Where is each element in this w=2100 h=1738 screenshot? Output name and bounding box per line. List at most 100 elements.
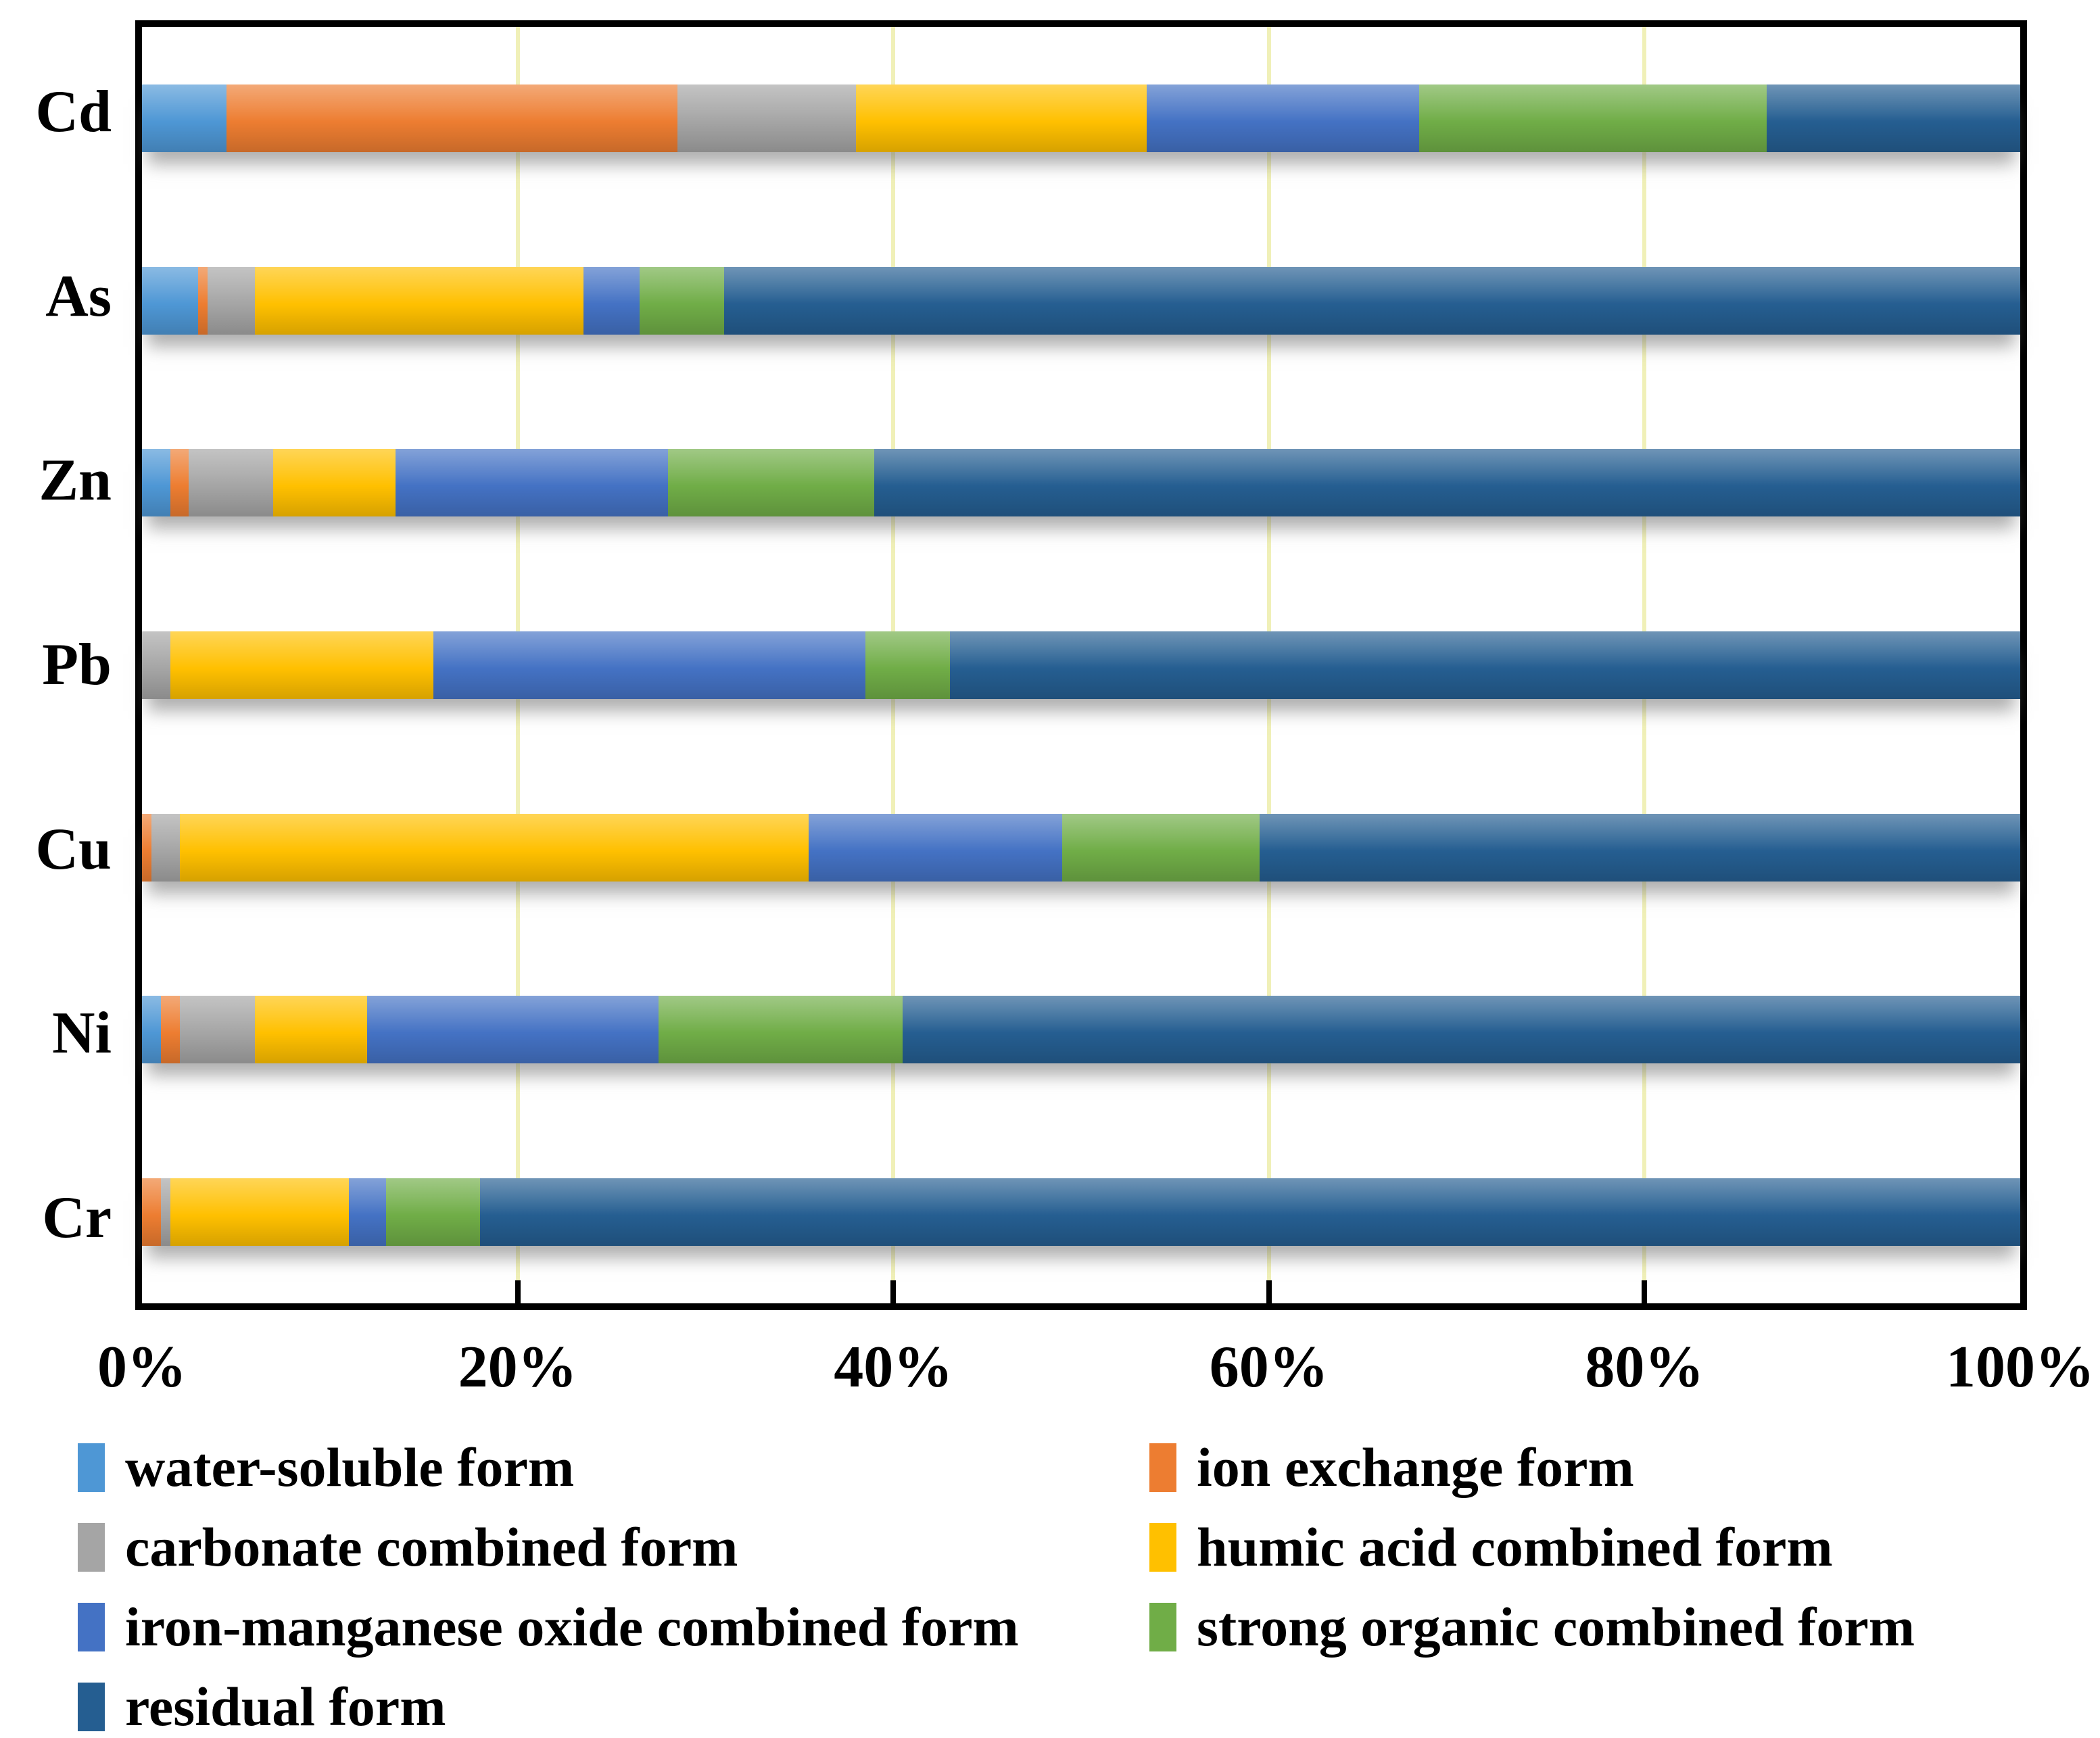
bar-segment — [142, 266, 199, 335]
bar-segment — [1062, 813, 1260, 882]
bar-segment — [395, 449, 668, 517]
legend-swatch — [78, 1603, 105, 1651]
category-label: Pb — [42, 631, 112, 698]
legend-label: humic acid combined form — [1197, 1516, 1833, 1578]
bar-segment — [170, 1178, 349, 1247]
category-label: As — [45, 263, 112, 329]
bar-segment — [903, 996, 2020, 1064]
bar-segment — [1419, 84, 1767, 152]
bar-track — [142, 449, 2020, 517]
bar-segment — [1259, 813, 2020, 882]
x-tick-label: 60% — [1209, 1334, 1329, 1400]
legend-swatch — [1149, 1523, 1176, 1572]
bar-segment — [874, 449, 2020, 517]
legend-label: ion exchange form — [1197, 1437, 1634, 1498]
bar-segment — [479, 1178, 2020, 1247]
bar-segment — [367, 996, 659, 1064]
bar-row-pb — [142, 631, 2020, 699]
x-tick-label: 80% — [1585, 1334, 1704, 1400]
x-tick-label: 0% — [97, 1334, 187, 1400]
bar-segment — [179, 996, 255, 1064]
legend-item: residual form — [78, 1671, 446, 1738]
bar-row-as — [142, 266, 2020, 335]
chart-legend: water-soluble form carbonate combined for… — [0, 1432, 2100, 1738]
category-label: Zn — [39, 448, 112, 514]
x-axis-tick — [1266, 1280, 1272, 1303]
bar-segment — [160, 1178, 170, 1247]
x-tick-label: 20% — [458, 1334, 577, 1400]
bar-segment — [949, 631, 2020, 699]
bar-segment — [254, 996, 368, 1064]
legend-item: strong organic combined form — [1149, 1591, 1915, 1663]
bar-segment — [179, 813, 809, 882]
bar-segment — [142, 813, 151, 882]
legend-item: iron-manganese oxide combined form — [78, 1591, 1019, 1663]
bar-segment — [433, 631, 865, 699]
bar-segment — [724, 266, 2020, 335]
legend-swatch — [78, 1683, 105, 1731]
legend-swatch — [78, 1443, 105, 1492]
bar-segment — [142, 1178, 161, 1247]
bar-row-cd — [142, 84, 2020, 152]
bar-segment — [348, 1178, 387, 1247]
bar-segment — [855, 84, 1147, 152]
bar-row-ni — [142, 996, 2020, 1064]
x-tick-label: 40% — [834, 1334, 953, 1400]
legend-label: strong organic combined form — [1197, 1596, 1915, 1658]
bar-segment — [1766, 84, 2020, 152]
bar-row-cr — [142, 1178, 2020, 1247]
bar-segment — [142, 449, 170, 517]
bar-track — [142, 266, 2020, 335]
bar-segment — [667, 449, 875, 517]
legend-swatch — [1149, 1603, 1176, 1651]
bar-segment — [677, 84, 856, 152]
x-tick-label: 100% — [1946, 1334, 2095, 1400]
x-axis-tick — [1642, 1280, 1648, 1303]
bar-row-cu — [142, 813, 2020, 882]
bar-segment — [658, 996, 903, 1064]
legend-label: iron-manganese oxide combined form — [125, 1596, 1019, 1658]
legend-item: ion exchange form — [1149, 1432, 1634, 1503]
bar-segment — [208, 266, 255, 335]
legend-label: water-soluble form — [125, 1437, 575, 1498]
bar-segment — [151, 813, 180, 882]
bar-segment — [198, 266, 208, 335]
bar-segment — [386, 1178, 480, 1247]
legend-item: carbonate combined form — [78, 1512, 738, 1583]
bar-segment — [273, 449, 396, 517]
bar-rows — [142, 27, 2020, 1303]
category-label: Cd — [35, 79, 112, 145]
x-axis-tick-labels: 0% 20% 40% 60% 80% 100% — [97, 1333, 2095, 1407]
bar-segment — [226, 84, 677, 152]
y-axis-category-labels: Cd As Zn Pb Cu Ni Cr — [0, 20, 112, 1310]
bar-track — [142, 996, 2020, 1064]
legend-label: residual form — [125, 1676, 446, 1737]
plot-area — [135, 20, 2027, 1310]
category-label: Cu — [35, 816, 112, 882]
bar-segment — [160, 996, 180, 1064]
legend-swatch — [78, 1523, 105, 1572]
bar-segment — [189, 449, 274, 517]
bar-segment — [254, 266, 583, 335]
bar-track — [142, 813, 2020, 882]
bar-segment — [170, 449, 189, 517]
bar-track — [142, 84, 2020, 152]
legend-swatch — [1149, 1443, 1176, 1492]
bar-segment — [809, 813, 1063, 882]
bar-segment — [142, 84, 226, 152]
bar-segment — [142, 996, 161, 1064]
bar-segment — [640, 266, 725, 335]
bar-track — [142, 1178, 2020, 1247]
category-label: Cr — [42, 1184, 112, 1251]
bar-segment — [170, 631, 433, 699]
bar-row-zn — [142, 449, 2020, 517]
bar-segment — [142, 631, 170, 699]
category-label: Ni — [52, 1000, 112, 1067]
bar-segment — [1147, 84, 1419, 152]
bar-segment — [865, 631, 950, 699]
x-axis-tick — [890, 1280, 897, 1303]
legend-label: carbonate combined form — [125, 1516, 738, 1578]
x-axis-tick — [515, 1280, 521, 1303]
bar-track — [142, 631, 2020, 699]
